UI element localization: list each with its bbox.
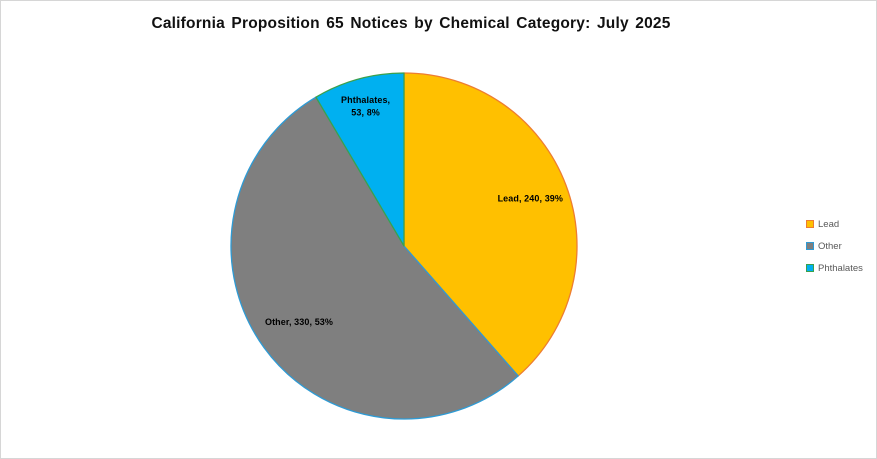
legend-item-phthalates[interactable]: Phthalates <box>806 261 863 275</box>
legend-item-other[interactable]: Other <box>806 239 863 253</box>
legend-label: Phthalates <box>818 262 863 274</box>
legend-label: Lead <box>818 218 840 230</box>
slice-label-other: Other, 330, 53% <box>265 317 333 327</box>
chart-title: California Proposition 65 Notices by Che… <box>151 15 671 32</box>
pie-slice-lead[interactable] <box>403 72 578 377</box>
legend-item-lead[interactable]: Lead <box>806 217 863 231</box>
slice-label-phthalates: Phthalates, 53, 8% <box>341 95 390 118</box>
pie-slice-phthalates[interactable] <box>315 72 405 247</box>
pie-slice-other[interactable] <box>230 96 519 420</box>
legend-label: Other <box>818 240 842 252</box>
slice-label-lead: Lead, 240, 39% <box>498 193 563 203</box>
legend-swatch-other <box>806 242 814 250</box>
legend-swatch-phthalates <box>806 264 814 272</box>
legend-swatch-lead <box>806 220 814 228</box>
legend: Lead Other Phthalates <box>806 217 863 275</box>
